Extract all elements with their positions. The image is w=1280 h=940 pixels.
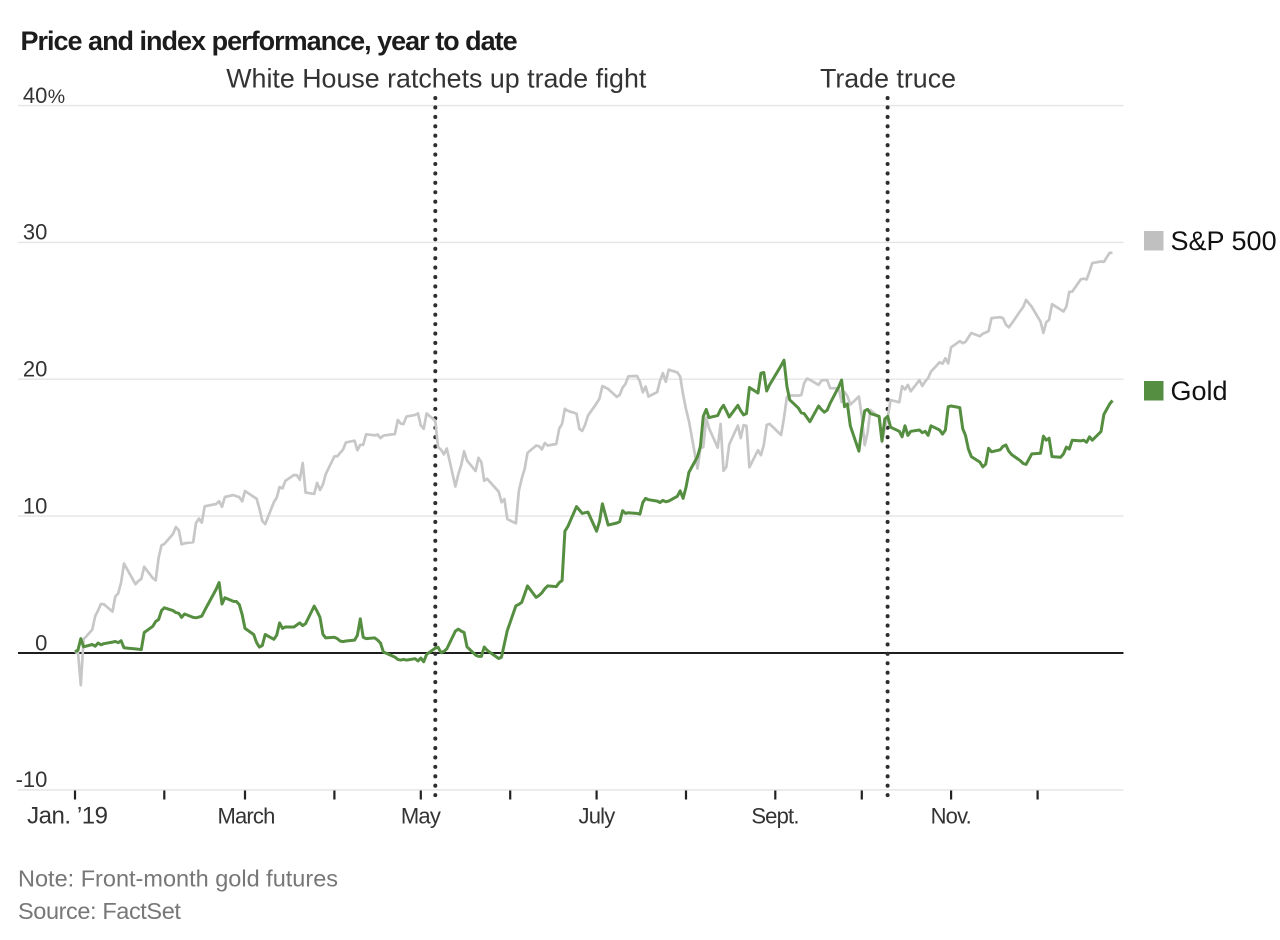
svg-text:30: 30 bbox=[23, 220, 47, 245]
svg-text:10: 10 bbox=[23, 493, 47, 518]
svg-text:S&P 500: S&P 500 bbox=[1171, 226, 1277, 256]
svg-text:Jan. ’19: Jan. ’19 bbox=[27, 803, 108, 830]
svg-text:Source: FactSet: Source: FactSet bbox=[18, 898, 181, 924]
svg-text:20: 20 bbox=[23, 357, 47, 382]
svg-text:-10: -10 bbox=[16, 767, 48, 792]
svg-text:March: March bbox=[217, 804, 274, 829]
svg-text:May: May bbox=[401, 804, 441, 829]
svg-text:July: July bbox=[579, 804, 616, 829]
svg-text:Gold: Gold bbox=[1171, 376, 1228, 406]
svg-text:Price and index performance, y: Price and index performance, year to dat… bbox=[21, 26, 518, 56]
svg-text:White House ratchets up trade: White House ratchets up trade fight bbox=[226, 64, 647, 94]
svg-text:Trade truce: Trade truce bbox=[820, 64, 956, 94]
svg-text:Sept.: Sept. bbox=[751, 804, 798, 829]
svg-text:0: 0 bbox=[35, 630, 47, 655]
svg-text:Nov.: Nov. bbox=[931, 804, 971, 829]
svg-text:Note: Front-month gold futures: Note: Front-month gold futures bbox=[18, 866, 338, 892]
svg-text:40: 40 bbox=[23, 83, 47, 108]
svg-text:%: % bbox=[48, 86, 65, 108]
